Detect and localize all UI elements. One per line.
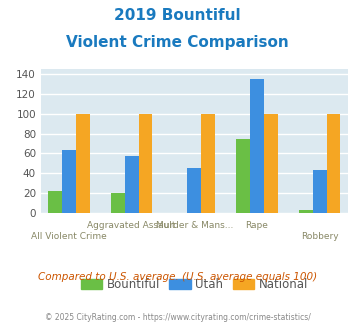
Bar [111, 193, 125, 213]
Bar [327, 114, 340, 213]
Text: Compared to U.S. average. (U.S. average equals 100): Compared to U.S. average. (U.S. average … [38, 272, 317, 282]
Text: Violent Crime Comparison: Violent Crime Comparison [66, 35, 289, 50]
Bar [299, 210, 313, 213]
Bar [187, 168, 201, 213]
Text: Aggravated Assault: Aggravated Assault [87, 221, 176, 230]
Bar [250, 79, 264, 213]
Text: Murder & Mans...: Murder & Mans... [156, 221, 233, 230]
Text: 2019 Bountiful: 2019 Bountiful [114, 8, 241, 23]
Legend: Bountiful, Utah, National: Bountiful, Utah, National [76, 273, 313, 296]
Bar [138, 114, 152, 213]
Text: Robbery: Robbery [301, 232, 339, 241]
Bar [201, 114, 215, 213]
Bar [76, 114, 90, 213]
Bar [313, 170, 327, 213]
Bar [264, 114, 278, 213]
Text: Rape: Rape [246, 221, 268, 230]
Text: © 2025 CityRating.com - https://www.cityrating.com/crime-statistics/: © 2025 CityRating.com - https://www.city… [45, 313, 310, 322]
Bar [48, 191, 62, 213]
Bar [236, 139, 250, 213]
Bar [62, 150, 76, 213]
Bar [125, 156, 138, 213]
Text: All Violent Crime: All Violent Crime [31, 232, 107, 241]
